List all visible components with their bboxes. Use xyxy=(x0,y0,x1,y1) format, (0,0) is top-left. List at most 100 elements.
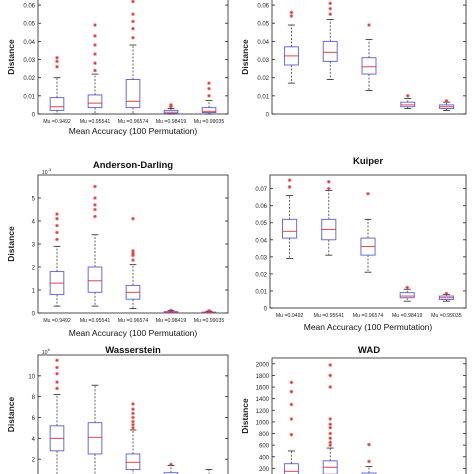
outlier-stroke-d2 xyxy=(93,207,97,212)
chart-panel-2: 0 0.01 0.02 0.03 0.04 0.05 0.06 Distance xyxy=(240,0,467,119)
outlier-stroke-d2 xyxy=(93,214,97,218)
outlier-stroke-d2 xyxy=(289,10,293,14)
y-tick-label: 0.02 xyxy=(257,76,269,82)
outlier-marker xyxy=(328,12,332,16)
outlier-marker xyxy=(131,411,135,416)
y-tick-label: 400 xyxy=(259,455,270,461)
outlier-marker xyxy=(289,14,294,18)
outlier-marker xyxy=(93,43,97,47)
y-axis-label: Distance xyxy=(6,397,16,433)
outlier-stroke-d2 xyxy=(131,402,135,406)
outlier-stroke-d2 xyxy=(327,180,331,184)
box-3 xyxy=(360,191,376,273)
y-axis-label: Distance xyxy=(240,398,250,434)
chart-panel-4: 0 0.01 0.02 0.03 0.04 0.05 0.06 0.07 Kuiper Mu =0… xyxy=(255,156,467,332)
outlier-stroke-d2 xyxy=(93,68,97,72)
y-axis-label: Distance xyxy=(6,39,16,75)
box-iqr xyxy=(125,79,141,109)
outlier-stroke-d2 xyxy=(207,309,211,313)
outlier-stroke-d2 xyxy=(444,291,448,296)
y-tick-label: 0.06 xyxy=(23,4,35,10)
y-tick-label: 4 xyxy=(32,220,36,226)
y-tick-label: 0.03 xyxy=(255,255,267,261)
outlier-stroke-d2 xyxy=(131,423,135,427)
outlier-stroke-d2 xyxy=(289,14,293,18)
x-tick-label: Mu =0.9492 xyxy=(43,119,71,125)
outlier-stroke-d2 xyxy=(55,237,59,241)
y-tick-label: 1400 xyxy=(256,397,270,403)
outlier-stroke-d2 xyxy=(289,433,293,437)
outlier-stroke-d2 xyxy=(327,187,331,191)
outlier-marker xyxy=(367,23,371,27)
y-tick-label: 1800 xyxy=(256,374,270,380)
outlier-marker xyxy=(55,365,59,370)
outlier-stroke-d2 xyxy=(55,380,59,384)
outlier-stroke-d2 xyxy=(55,56,59,60)
outlier-marker xyxy=(55,55,59,60)
x-tick-label: Mu =0.9492 xyxy=(276,313,304,319)
outlier-stroke-d2 xyxy=(406,94,410,98)
y-tick-label: 10 xyxy=(28,374,35,380)
box-4 xyxy=(163,103,179,115)
x-tick-label: Mu =0.95541 xyxy=(314,313,345,319)
y-exponent-label: 106 xyxy=(42,347,51,356)
outlier-stroke-d2 xyxy=(131,19,135,23)
outlier-marker xyxy=(328,422,332,427)
plot-frame xyxy=(271,357,467,474)
outlier-stroke-d2 xyxy=(405,286,409,290)
outlier-marker xyxy=(131,251,135,255)
y-exponent-value: -3 xyxy=(48,167,52,172)
outlier-marker xyxy=(207,81,211,85)
outlier-stroke-d2 xyxy=(328,373,332,377)
outlier-stroke-d2 xyxy=(131,415,135,420)
chart-panel-5: 2 4 6 8 10 106 Distance Wasserstein xyxy=(6,345,229,474)
outlier-marker xyxy=(93,34,97,38)
outlier-marker xyxy=(289,10,294,15)
y-exponent-label: 10-3 xyxy=(42,167,52,176)
x-tick-label: Mu =0.99035 xyxy=(431,313,462,319)
box-iqr xyxy=(322,40,338,62)
outlier-stroke-d2 xyxy=(328,7,332,11)
box-2 xyxy=(87,384,103,474)
box-5 xyxy=(201,81,217,115)
outlier-stroke-d2 xyxy=(328,363,332,367)
box-1 xyxy=(283,10,299,84)
outlier-stroke-d2 xyxy=(328,417,332,421)
chart-panel-6: 200 400 600 800 1000 1200 1400 1600 1800 2000 Dist… xyxy=(240,345,467,474)
outlier-stroke-d2 xyxy=(93,43,97,47)
x-tick-label: Mu =0.96574 xyxy=(118,119,149,125)
outlier-stroke-d2 xyxy=(328,440,332,444)
y-tick-label: 0.05 xyxy=(257,22,269,28)
y-tick-label: 5 xyxy=(32,197,36,203)
outlier-marker xyxy=(328,385,332,389)
y-tick-label: 4 xyxy=(32,437,36,443)
outlier-stroke-d2 xyxy=(93,23,97,27)
outlier-marker xyxy=(328,436,332,440)
outlier-stroke-d2 xyxy=(367,23,371,27)
outlier-stroke-d2 xyxy=(131,217,135,221)
x-tick-label: Mu =0.99035 xyxy=(194,119,225,125)
outlier-marker xyxy=(169,462,173,467)
y-tick-label: 6 xyxy=(32,416,36,422)
outlier-stroke-d2 xyxy=(289,417,293,421)
y-tick-label: 0.04 xyxy=(23,40,35,46)
outlier-marker xyxy=(444,99,449,103)
box-iqr xyxy=(87,266,103,293)
outlier-stroke-d2 xyxy=(93,184,97,189)
outlier-marker xyxy=(93,68,97,73)
outlier-marker xyxy=(93,61,97,65)
outlier-stroke-d2 xyxy=(93,34,97,38)
outlier-stroke-d2 xyxy=(328,426,332,430)
box-2 xyxy=(321,180,337,256)
outlier-stroke-d2 xyxy=(207,94,211,98)
outlier-stroke-d2 xyxy=(169,103,173,107)
outlier-stroke-d2 xyxy=(328,12,332,16)
x-tick-label: Mu =0.96574 xyxy=(353,313,384,319)
outlier-marker xyxy=(131,12,135,16)
outlier-marker xyxy=(93,52,97,56)
outlier-stroke-d2 xyxy=(55,65,59,69)
x-axis-label: Mean Accuracy (100 Permutation) xyxy=(69,126,198,136)
outlier-stroke-d2 xyxy=(366,192,370,196)
chart-title: Wasserstein xyxy=(105,345,161,356)
box-3 xyxy=(125,0,141,115)
